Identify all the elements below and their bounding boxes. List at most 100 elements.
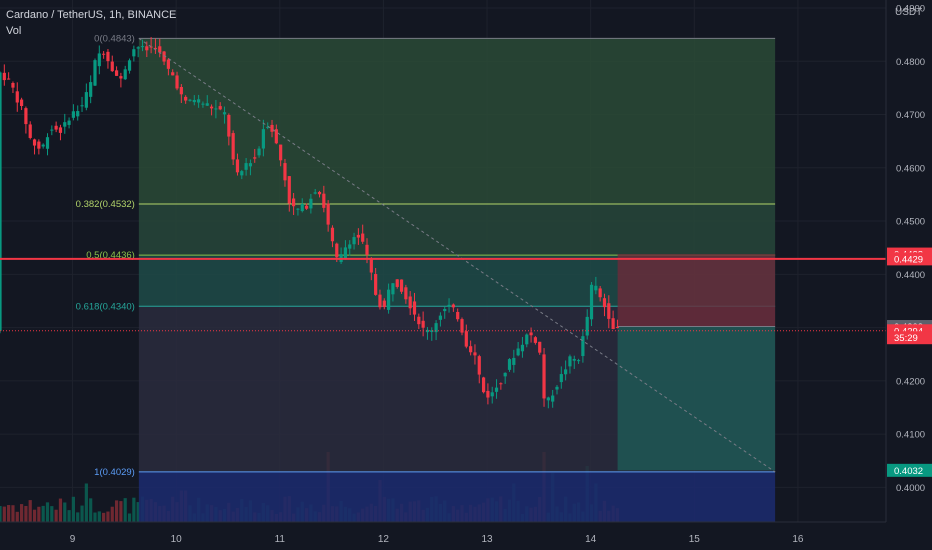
candle-body <box>235 159 240 173</box>
candle-body <box>197 99 201 103</box>
volume-bar <box>63 502 67 522</box>
candle-body <box>538 341 542 353</box>
symbol-title[interactable]: Cardano / TetherUS, 1h, BINANCE <box>6 9 177 21</box>
candle-body <box>67 120 71 125</box>
x-tick-label: 16 <box>792 534 804 545</box>
candle-body <box>425 329 430 333</box>
candle-body <box>283 163 287 181</box>
candle-body <box>93 60 97 86</box>
candle-body <box>257 148 261 156</box>
candle-body <box>0 72 2 331</box>
candle-body <box>421 320 425 328</box>
y-tick-label: 0.4500 <box>896 217 925 228</box>
candle-body <box>296 208 300 210</box>
y-tick-label: 0.4000 <box>896 483 925 494</box>
candle-body <box>287 176 291 204</box>
candle-body <box>214 108 218 110</box>
y-tick-label: 0.4600 <box>896 163 925 174</box>
time-axis-bg <box>0 522 932 550</box>
candle-body <box>594 285 598 291</box>
candle-body <box>7 78 11 80</box>
candle-body <box>317 191 322 195</box>
volume-bar <box>97 511 101 522</box>
candle-body <box>434 323 438 333</box>
volume-bar <box>45 502 50 522</box>
candle-body <box>611 318 615 329</box>
candle-body <box>140 46 145 48</box>
candle-body <box>335 243 339 258</box>
fib-level-label: 0(0.4843) <box>94 33 135 44</box>
candle-body <box>110 61 114 72</box>
candle-body <box>546 397 550 401</box>
y-tick-label: 0.4800 <box>896 57 925 68</box>
position-tool[interactable] <box>617 254 776 471</box>
candle-body <box>244 163 248 170</box>
candle-body <box>529 332 533 336</box>
candle-body <box>11 82 15 88</box>
candle-body <box>136 47 140 49</box>
candle-body <box>300 203 304 212</box>
candle-body <box>374 274 378 295</box>
price-label-bg <box>887 252 932 266</box>
candle-body <box>516 348 520 356</box>
candle-body <box>45 137 50 149</box>
overlay-lines <box>0 37 886 473</box>
candle-body <box>581 336 585 357</box>
candle-body <box>304 205 309 209</box>
candle-body <box>76 111 80 117</box>
candle-body <box>408 296 412 309</box>
fib-trend-line <box>138 37 776 473</box>
candle-body <box>520 344 525 352</box>
candle-body <box>231 133 235 160</box>
volume-bar <box>119 501 123 522</box>
candle-body <box>438 315 443 320</box>
candle-body <box>330 227 335 242</box>
candle-body <box>71 111 76 118</box>
candle-body <box>499 383 503 385</box>
x-tick-label: 9 <box>70 534 76 545</box>
candle-body <box>589 284 594 320</box>
take-profit-zone <box>617 326 776 471</box>
candle-body <box>145 46 149 51</box>
volume-bar <box>106 511 110 522</box>
candle-body <box>175 75 179 89</box>
candle-body <box>24 108 28 125</box>
candle-body <box>54 125 58 130</box>
candle-body <box>89 82 93 97</box>
candle-body <box>279 144 283 161</box>
candle-body <box>494 387 499 392</box>
volume-bar <box>54 509 58 522</box>
volume-bar <box>136 502 140 522</box>
volume-bar <box>76 512 80 522</box>
candle-body <box>123 69 127 80</box>
volume-label[interactable]: Vol <box>6 25 22 37</box>
volume-bar <box>132 497 136 522</box>
price-unit: USDT <box>895 7 923 18</box>
x-tick-label: 15 <box>689 534 701 545</box>
candle-body <box>568 356 572 367</box>
candle-body <box>218 106 222 110</box>
fib-level-label: 0.382(0.4532) <box>76 199 135 210</box>
volume-bar <box>2 506 6 522</box>
candle-body <box>404 287 408 300</box>
volume-bar <box>80 505 84 522</box>
candle-body <box>486 390 490 398</box>
candle-body <box>209 106 214 109</box>
candle-body <box>551 395 555 402</box>
candle-body <box>352 237 356 245</box>
candle-body <box>119 76 123 79</box>
x-tick-label: 13 <box>481 534 493 545</box>
volume-bar <box>50 506 54 522</box>
candle-body <box>58 127 63 133</box>
candle-body <box>80 105 84 107</box>
candle-body <box>266 126 270 128</box>
candle-body <box>555 386 559 390</box>
candle-body <box>348 244 352 249</box>
candle-body <box>469 346 473 353</box>
candle-body <box>564 369 568 375</box>
candle-body <box>63 122 67 127</box>
candle-body <box>50 129 54 131</box>
candle-body <box>464 331 468 347</box>
